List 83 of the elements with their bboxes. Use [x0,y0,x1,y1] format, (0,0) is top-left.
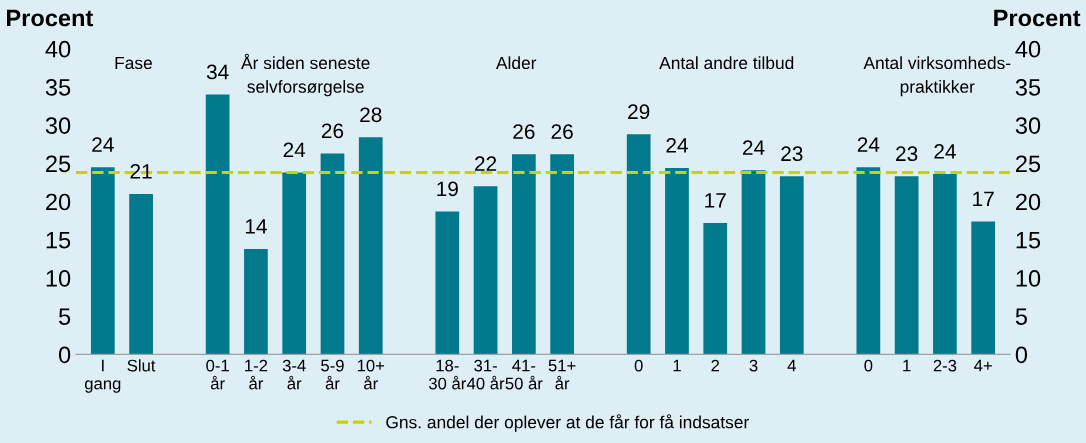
y2-tick-label: 40 [1015,40,1041,58]
y-tick-label: 15 [46,232,71,249]
bar [665,167,689,355]
data-label: 26 [321,123,344,139]
y2-tick-label: 20 [1016,193,1041,211]
x-tick-label: 51+ år [548,359,576,390]
data-label: 26 [551,124,573,139]
x-tick-label: 4 [787,359,796,372]
data-label: 24 [283,142,306,158]
bar [626,134,651,355]
data-label: 24 [857,137,880,152]
data-label: 28 [360,107,382,123]
x-tick-label: 4+ [974,359,992,372]
bar [90,167,115,355]
y-tick-label: 20 [46,193,71,211]
y-tick-label: 40 [45,40,71,58]
bar [512,154,536,355]
y2-tick-label: 5 [1015,308,1027,325]
data-label: 24 [666,137,688,153]
x-tick-label: I gang [84,359,121,393]
data-label: 24 [742,140,765,155]
x-tick-label: 1 [673,359,681,372]
bar [550,154,574,355]
x-tick-label: 3 [749,359,758,372]
x-tick-label: 18- 30 år [428,359,467,390]
x-tick-label: 0 [864,359,873,372]
bar [856,167,881,355]
y-tick-label: 25 [46,155,71,173]
y2-tick-label: 15 [1016,232,1041,249]
y2-tick-label: 35 [1015,79,1041,96]
y-tick-label: 10 [46,270,71,287]
x-tick-label: 2 [711,359,720,372]
y-axis-title: Procent [7,9,94,27]
bar [205,94,230,355]
bar [435,211,460,355]
annotation: Antal virksomheds- praktikker [863,56,1011,97]
x-tick-label: 1 [903,359,911,372]
bar [282,172,307,355]
data-label: 23 [781,146,803,162]
data-label: 14 [245,219,267,234]
data-label: 23 [896,146,918,162]
x-tick-label: 0-1 år [206,359,229,390]
bar [473,186,498,355]
y2-tick-label: 30 [1015,117,1041,134]
data-label: 17 [973,191,994,206]
annotation: Antal andre tilbud [659,56,794,70]
data-label: 29 [628,104,650,120]
x-tick-label: 3-4 år [282,359,306,390]
bar [703,222,728,355]
x-tick-label: 31- 40 år [466,359,505,390]
x-tick-label: 2-3 [933,359,957,372]
data-label: 22 [475,156,497,171]
legend-label: Gns. andel der oplever at de får for få indsatser [386,414,749,432]
x-tick-label: 10+ år [357,359,385,390]
bar [933,174,957,355]
bar [894,176,919,355]
data-label: 17 [705,193,726,208]
data-label: 24 [934,144,956,159]
bar [320,153,345,355]
data-label: 26 [513,124,535,139]
y2-tick-label: 25 [1016,155,1041,173]
annotation: År siden seneste selvforsørgelse [241,53,370,97]
y2-tick-label: 10 [1016,270,1041,287]
x-tick-label: 1-2 år [245,359,268,390]
y-tick-label: 35 [45,79,71,96]
data-label: 19 [437,181,458,197]
bar [244,248,268,355]
x-tick-label: 5-9 år [321,359,344,390]
bar [741,170,766,355]
bar [971,221,996,355]
y-tick-label: 5 [58,308,71,325]
x-tick-label: 41- 50 år [505,359,543,390]
x-tick-label: Slut [127,359,156,372]
x-tick-label: 0 [634,359,643,372]
y2-axis-title: Procent [994,9,1081,27]
annotation: Alder [495,56,537,70]
bar [358,137,383,355]
data-label: 34 [206,64,229,80]
bar [779,176,804,355]
data-label: 24 [92,137,114,152]
y-tick-label: 30 [45,117,71,134]
annotation: Fase [115,57,152,70]
bar [129,193,153,355]
